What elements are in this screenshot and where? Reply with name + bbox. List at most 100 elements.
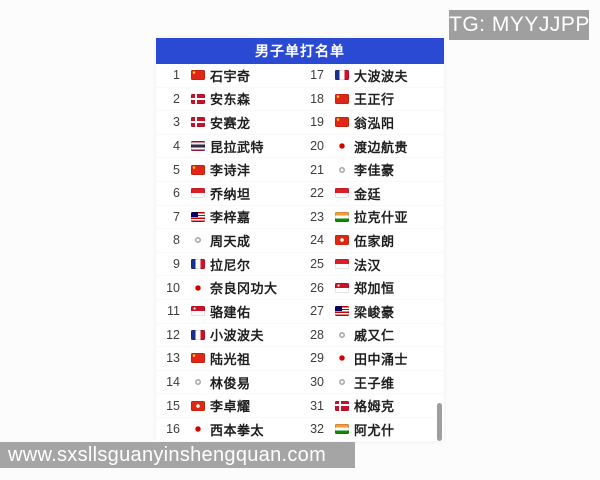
flag-ind-icon: [335, 211, 349, 222]
player-row: 10 奈良冈功大: [156, 276, 300, 300]
player-name: 大波波夫: [354, 68, 409, 84]
player-rank: 1: [173, 68, 180, 83]
player-rank: 23: [310, 209, 324, 224]
player-rank: 6: [173, 186, 180, 201]
flag-den-icon: [191, 117, 205, 128]
player-row: 19 翁泓阳: [300, 111, 444, 135]
flag-fra-icon: [191, 329, 205, 340]
player-row: 25 法汉: [300, 253, 444, 277]
player-row: 9 拉尼尔: [156, 253, 300, 277]
player-name: 李梓嘉: [210, 210, 251, 226]
player-list[interactable]: 1 石宇奇 2 安东森 3 安赛龙 4 昆拉武特 5 李诗沣 6 乔纳坦 7 李…: [156, 64, 444, 442]
flag-jpn-icon: [335, 353, 349, 364]
list-title: 男子单打名单: [156, 38, 444, 64]
player-row: 29 田中涌士: [300, 347, 444, 371]
player-name: 李卓耀: [210, 399, 251, 415]
player-name: 李诗沣: [210, 163, 251, 179]
player-rank: 28: [310, 327, 324, 342]
player-row: 7 李梓嘉: [156, 206, 300, 230]
player-name: 石宇奇: [210, 68, 251, 84]
player-row: 20 渡边航贵: [300, 135, 444, 159]
player-name: 伍家朗: [354, 233, 395, 249]
player-row: 1 石宇奇: [156, 64, 300, 88]
player-rank: 9: [173, 257, 180, 272]
player-rank: 18: [310, 91, 324, 106]
player-row: 30 王子维: [300, 371, 444, 395]
player-name: 昆拉武特: [210, 139, 265, 155]
watermark-url: www.sxsllsguanyinshengquan.com: [0, 442, 355, 468]
player-row: 28 戚又仁: [300, 324, 444, 348]
player-name: 林俊易: [210, 375, 251, 391]
flag-den-icon: [335, 400, 349, 411]
player-row: 5 李诗沣: [156, 158, 300, 182]
player-name: 田中涌士: [354, 351, 409, 367]
player-row: 8 周天成: [156, 229, 300, 253]
player-row: 13 陆光祖: [156, 347, 300, 371]
player-row: 26 郑加恒: [300, 276, 444, 300]
player-row: 6 乔纳坦: [156, 182, 300, 206]
player-name: 王正行: [354, 92, 395, 108]
player-rank: 24: [310, 233, 324, 248]
player-row: 14 林俊易: [156, 371, 300, 395]
player-name: 安赛龙: [210, 115, 251, 131]
flag-tpe-icon: [335, 164, 349, 175]
player-rank: 30: [310, 375, 324, 390]
player-row: 17 大波波夫: [300, 64, 444, 88]
player-rank: 13: [166, 351, 180, 366]
telegram-contact-badge: TG: MYYJJPP: [449, 10, 589, 40]
player-name: 金廷: [354, 186, 382, 202]
player-rank: 31: [310, 398, 324, 413]
player-name: 陆光祖: [210, 351, 251, 367]
player-name: 渡边航贵: [354, 139, 409, 155]
player-name: 格姆克: [354, 399, 395, 415]
player-name: 阿尤什: [354, 422, 395, 438]
flag-ina-icon: [191, 188, 205, 199]
flag-fra-icon: [335, 70, 349, 81]
player-rank: 27: [310, 304, 324, 319]
flag-mas-icon: [335, 306, 349, 317]
flag-chn-icon: [335, 93, 349, 104]
player-rank: 11: [167, 304, 180, 319]
player-row: 18 王正行: [300, 88, 444, 112]
flag-tpe-icon: [191, 235, 205, 246]
player-name: 小波波夫: [210, 328, 265, 344]
player-rank: 16: [166, 422, 180, 437]
player-row: 27 梁峻豪: [300, 300, 444, 324]
flag-hkg-icon: [191, 400, 205, 411]
player-rank: 20: [310, 139, 324, 154]
player-rank: 2: [173, 91, 180, 106]
player-rank: 17: [310, 68, 324, 83]
player-row: 31 格姆克: [300, 394, 444, 418]
scrollbar-thumb[interactable]: [437, 403, 442, 441]
player-name: 骆建佑: [210, 304, 251, 320]
player-name: 西本拳太: [210, 422, 265, 438]
player-row: 3 安赛龙: [156, 111, 300, 135]
player-rank: 14: [166, 375, 180, 390]
player-rank: 25: [310, 257, 324, 272]
player-name: 梁峻豪: [354, 304, 395, 320]
flag-mas-icon: [191, 211, 205, 222]
player-row: 21 李佳豪: [300, 158, 444, 182]
player-name: 拉克什亚: [354, 210, 409, 226]
flag-ina-icon: [335, 188, 349, 199]
flag-hkg-icon: [335, 235, 349, 246]
player-rank: 8: [173, 233, 180, 248]
flag-den-icon: [191, 93, 205, 104]
player-row: 32 阿尤什: [300, 418, 444, 442]
flag-tpe-icon: [191, 377, 205, 388]
flag-jpn-icon: [335, 141, 349, 152]
player-row: 12 小波波夫: [156, 324, 300, 348]
player-rank: 26: [310, 280, 324, 295]
flag-chn-icon: [335, 117, 349, 128]
player-rank: 5: [173, 162, 180, 177]
player-rank: 12: [166, 327, 180, 342]
player-name: 拉尼尔: [210, 257, 251, 273]
player-row: 23 拉克什亚: [300, 206, 444, 230]
flag-fra-icon: [191, 259, 205, 270]
player-name: 李佳豪: [354, 163, 395, 179]
flag-sgp-icon: [335, 282, 349, 293]
player-row: 2 安东森: [156, 88, 300, 112]
player-rank: 29: [310, 351, 324, 366]
player-rank: 21: [310, 162, 324, 177]
player-row: 24 伍家朗: [300, 229, 444, 253]
